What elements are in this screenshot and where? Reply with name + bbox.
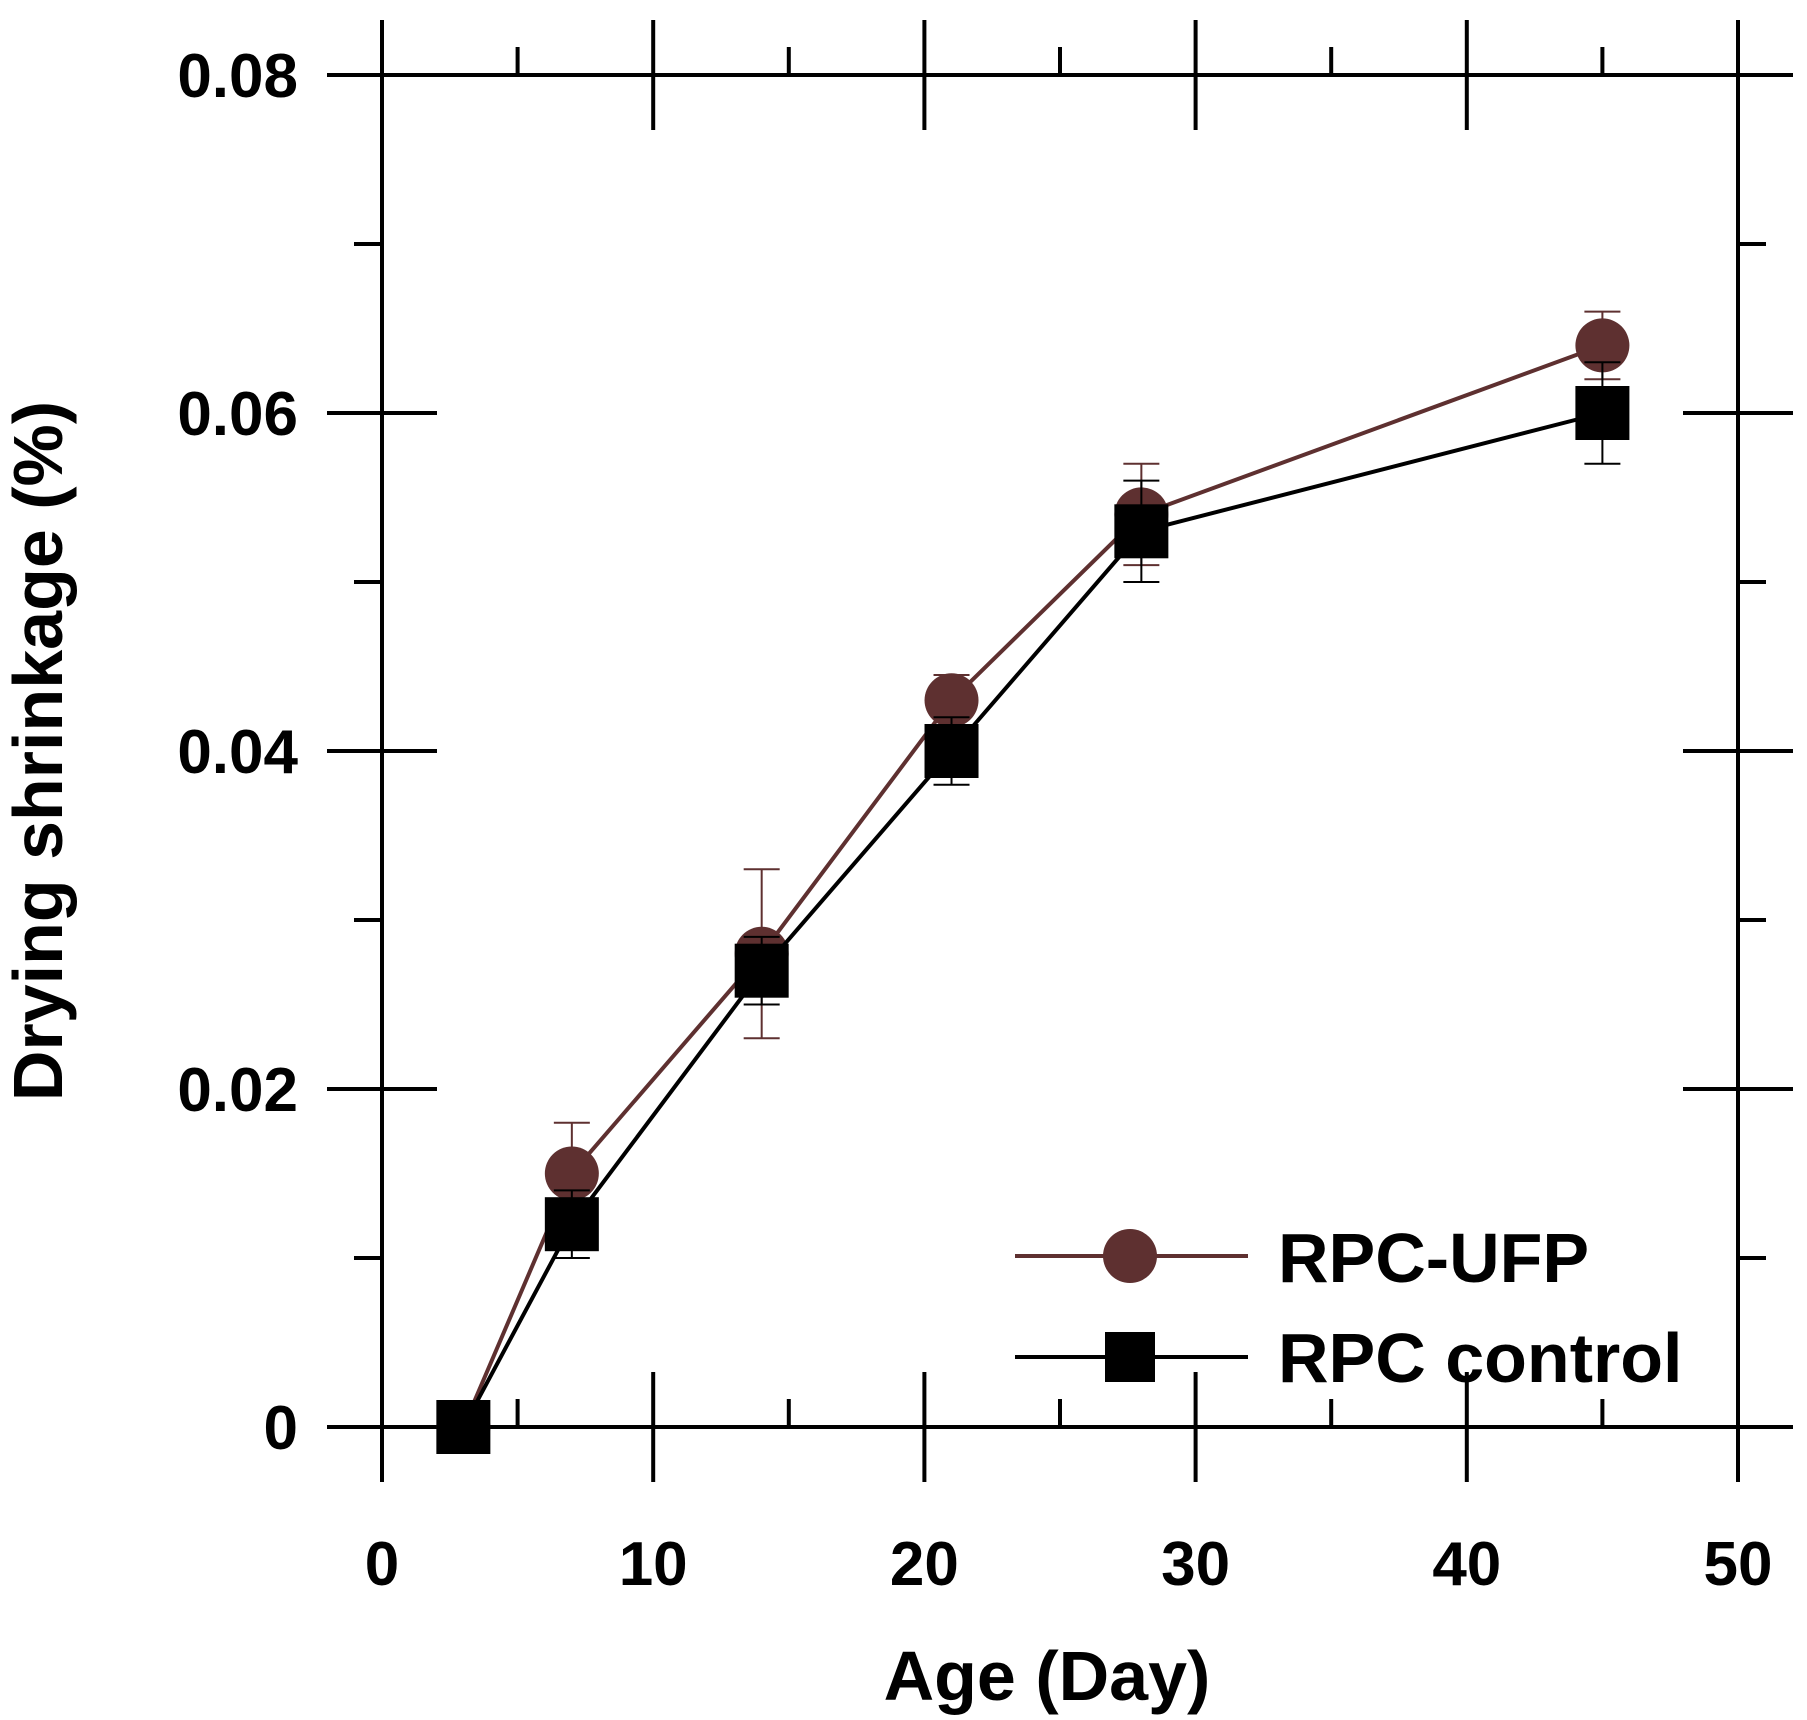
data-point <box>924 724 979 778</box>
y-tick-label: 0.04 <box>177 718 298 787</box>
series-rpc-control <box>436 361 1630 1454</box>
legend: RPC-UFP RPC control <box>1015 1219 1682 1397</box>
data-point <box>436 1400 491 1454</box>
y-tick-labels: 0 0.02 0.04 0.06 0.08 <box>177 42 298 1463</box>
y-axis-title: Drying shrinkage (%) <box>0 401 77 1101</box>
data-point <box>1114 504 1169 559</box>
axis-ticks <box>327 20 1793 1482</box>
y-tick-label: 0.06 <box>177 380 298 449</box>
legend-marker-rpc-control <box>1105 1332 1155 1382</box>
x-tick-label: 40 <box>1432 1530 1501 1599</box>
data-point <box>544 1146 599 1201</box>
x-axis-title: Age (Day) <box>884 1637 1211 1715</box>
legend-label-rpc-control: RPC control <box>1278 1319 1682 1397</box>
data-point <box>1575 318 1630 373</box>
x-tick-label: 30 <box>1161 1530 1230 1599</box>
legend-marker-rpc-ufp <box>1103 1229 1157 1283</box>
y-tick-label: 0 <box>264 1394 298 1463</box>
x-tick-label: 0 <box>365 1530 399 1599</box>
x-tick-label: 50 <box>1704 1530 1773 1599</box>
y-tick-label: 0.08 <box>177 42 298 111</box>
data-point <box>544 1197 599 1252</box>
data-point <box>1575 386 1630 440</box>
x-tick-label: 10 <box>619 1530 688 1599</box>
x-tick-labels: 0 10 20 30 40 50 <box>365 1530 1773 1599</box>
x-tick-label: 20 <box>890 1530 959 1599</box>
data-point <box>734 943 789 998</box>
data-point <box>924 673 979 728</box>
series-layer <box>436 310 1630 1454</box>
series-line-rpc-control <box>461 411 1603 1428</box>
y-tick-label: 0.02 <box>177 1056 298 1125</box>
legend-label-rpc-ufp: RPC-UFP <box>1278 1219 1589 1297</box>
